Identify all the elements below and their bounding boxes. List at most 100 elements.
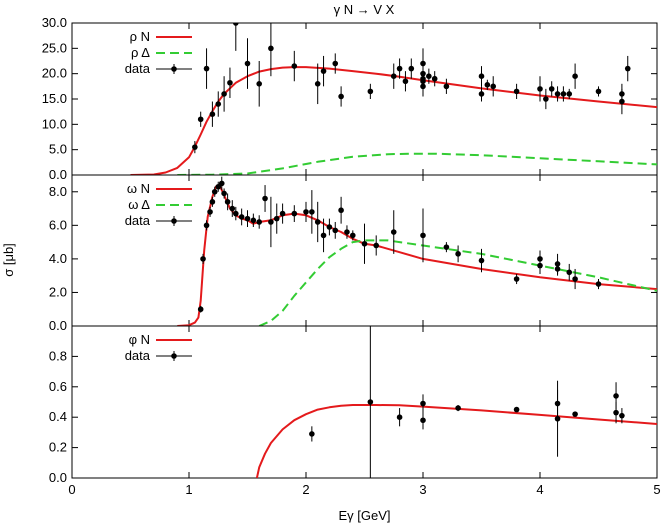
legend-label: data — [125, 61, 151, 76]
series-2 — [192, 23, 631, 154]
data-point — [303, 209, 309, 215]
data-point — [200, 256, 206, 262]
y-tick-label: 6.0 — [49, 217, 67, 232]
data-point — [554, 91, 561, 97]
data-point — [309, 431, 315, 437]
data-point — [572, 276, 578, 282]
data-point — [396, 65, 403, 72]
data-point — [268, 45, 274, 52]
data-point — [211, 188, 218, 195]
legend-label: ω N — [127, 181, 150, 196]
legend-label: ω Δ — [128, 197, 150, 212]
data-point — [554, 266, 561, 272]
data-point — [209, 111, 216, 117]
y-tick-label: 30.0 — [42, 15, 67, 30]
data-point — [314, 81, 321, 87]
legend-label: data — [125, 348, 151, 363]
data-point — [566, 91, 573, 97]
legend-label: φ N — [129, 332, 150, 347]
data-point — [209, 199, 216, 205]
data-point — [408, 65, 415, 72]
y-tick-label: 0.6 — [49, 379, 67, 394]
data-point — [320, 68, 327, 74]
y-tick-label: 4.0 — [49, 251, 67, 266]
data-point — [455, 251, 461, 257]
data-point — [431, 75, 438, 82]
data-point — [619, 412, 625, 419]
data-point — [478, 73, 485, 79]
data-point — [326, 224, 333, 230]
y-tick-label: 0.2 — [49, 440, 67, 455]
data-point — [613, 409, 619, 416]
y-tick-label: 0.0 — [49, 318, 67, 333]
data-point — [484, 82, 491, 88]
series-2 — [197, 176, 602, 313]
data-point — [566, 269, 573, 276]
data-point — [215, 101, 222, 107]
data-point — [619, 91, 625, 97]
x-tick-label: 0 — [68, 482, 75, 497]
chart-title: γ N → V X — [334, 2, 395, 17]
plot-area — [130, 23, 657, 175]
plot-area — [177, 176, 657, 326]
data-point — [595, 281, 602, 287]
data-point — [332, 227, 339, 234]
data-point — [227, 79, 233, 86]
x-tick-label: 4 — [536, 482, 543, 497]
series-1 — [258, 239, 657, 326]
y-tick-label: 5.0 — [49, 142, 67, 157]
data-point — [279, 210, 286, 217]
data-point — [320, 232, 327, 239]
x-tick-label: 2 — [302, 482, 309, 497]
data-point — [338, 207, 344, 214]
y-tick-label: 2.0 — [49, 284, 67, 299]
data-point — [455, 405, 461, 411]
series-line — [177, 184, 657, 326]
data-point — [207, 209, 213, 215]
data-point — [537, 86, 543, 92]
y-tick-label: 25.0 — [42, 40, 67, 55]
data-point — [233, 210, 239, 217]
legend-label: ρ N — [130, 29, 150, 44]
data-point — [513, 406, 520, 413]
data-point — [420, 83, 426, 90]
series-line — [258, 239, 657, 326]
data-point — [197, 306, 204, 313]
x-tick-label: 1 — [185, 482, 192, 497]
data-point — [420, 417, 426, 424]
data-point — [250, 217, 257, 224]
data-point — [344, 229, 350, 235]
data-point — [221, 91, 227, 97]
data-point — [291, 210, 298, 217]
data-point — [595, 88, 602, 95]
data-point — [233, 23, 239, 26]
data-point — [244, 60, 251, 67]
data-point — [367, 399, 374, 405]
y-tick-label: 8.0 — [49, 184, 67, 199]
data-point — [624, 65, 631, 72]
data-point — [224, 199, 231, 205]
data-point — [513, 88, 520, 95]
data-point — [572, 73, 578, 79]
data-point — [338, 93, 344, 100]
legend-marker-point — [171, 353, 177, 359]
data-point — [314, 219, 321, 225]
data-point — [554, 415, 561, 422]
plot-frame — [71, 325, 658, 479]
series-0 — [255, 404, 657, 478]
data-point — [221, 190, 227, 197]
data-point — [309, 209, 315, 215]
data-point — [420, 60, 426, 67]
x-tick-label: 3 — [419, 482, 426, 497]
series-1 — [309, 326, 625, 478]
data-point — [390, 229, 397, 235]
data-point — [203, 222, 210, 229]
legend-label: data — [125, 213, 151, 228]
plot-area — [255, 326, 657, 478]
